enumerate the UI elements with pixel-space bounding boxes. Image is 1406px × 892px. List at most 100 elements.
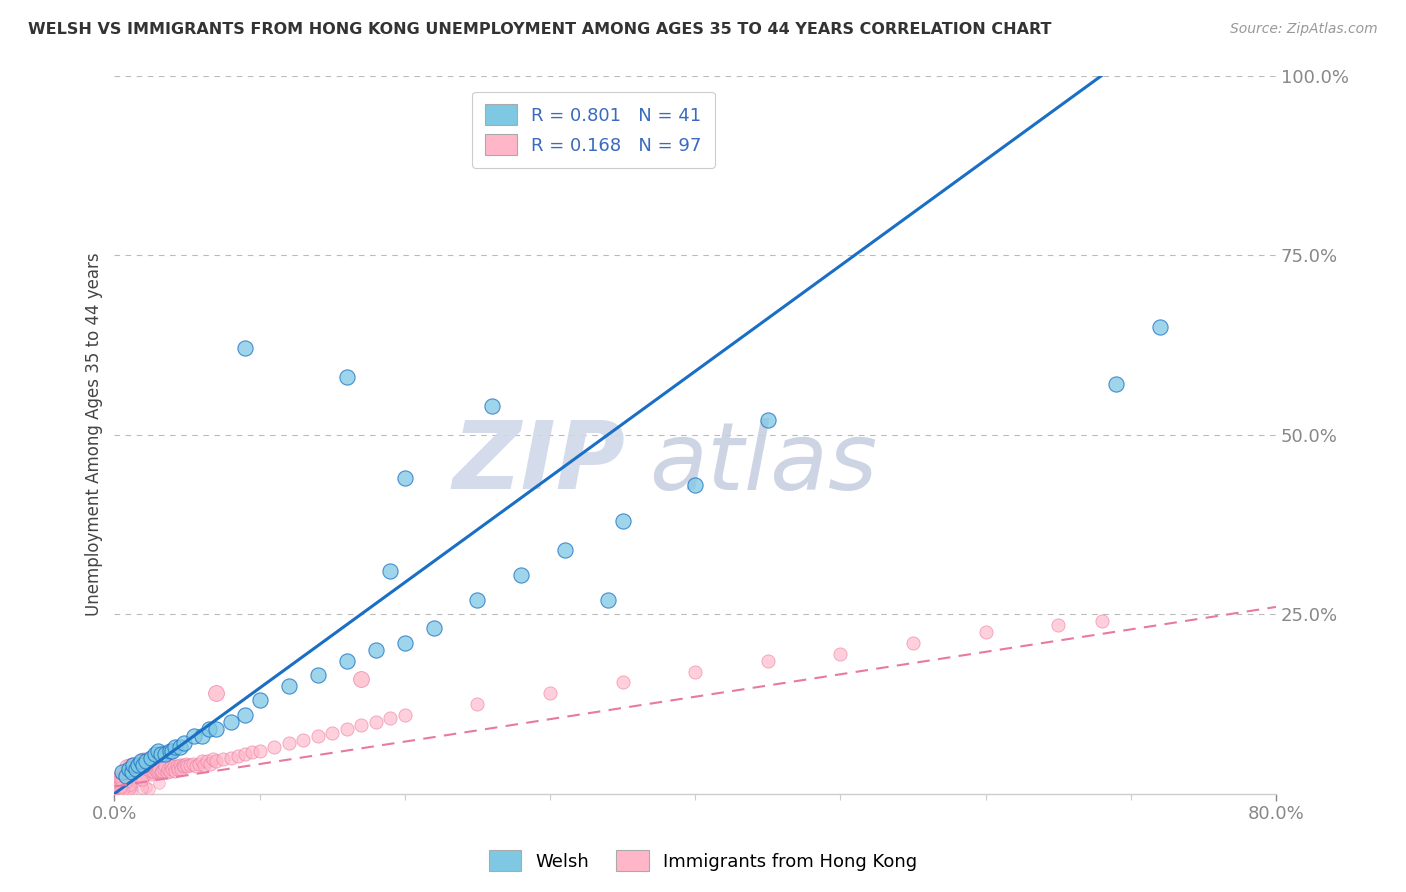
Point (127, 758, 149, 772)
Point (121, 782, 143, 797)
Point (111, 776, 134, 790)
Point (146, 764, 169, 778)
Point (193, 758, 215, 772)
Point (219, 751, 242, 765)
Point (135, 766, 157, 780)
Point (149, 765, 172, 780)
Point (118, 771, 141, 785)
Point (143, 762, 166, 776)
Point (423, 622, 446, 636)
Point (104, 772, 127, 787)
Point (350, 672, 373, 686)
Point (122, 758, 145, 772)
Point (118, 762, 141, 776)
Point (219, 714, 242, 729)
Point (162, 743, 184, 757)
Point (554, 542, 576, 557)
Point (394, 636, 416, 650)
Point (124, 773, 146, 788)
Point (104, 776, 127, 790)
Point (364, 714, 387, 729)
Point (117, 781, 139, 796)
Point (174, 756, 197, 771)
Point (612, 675, 634, 690)
Y-axis label: Unemployment Among Ages 35 to 44 years: Unemployment Among Ages 35 to 44 years (86, 252, 103, 616)
Point (145, 765, 167, 780)
Point (120, 780, 142, 794)
Point (1149, 319, 1171, 334)
Point (233, 747, 256, 761)
Point (132, 769, 155, 783)
Point (150, 764, 173, 778)
Point (111, 772, 134, 787)
Point (336, 654, 359, 668)
Point (118, 779, 141, 793)
Point (125, 762, 148, 776)
Point (128, 766, 150, 780)
Point (131, 772, 153, 787)
Point (110, 777, 132, 791)
Point (125, 756, 148, 771)
Point (170, 762, 193, 776)
Point (111, 783, 134, 797)
Point (110, 771, 132, 785)
Point (166, 759, 188, 773)
Point (195, 755, 218, 769)
Point (105, 772, 128, 787)
Point (114, 771, 136, 785)
Point (104, 783, 127, 797)
Point (105, 782, 128, 797)
Point (226, 749, 249, 764)
Point (143, 747, 166, 761)
Point (183, 729, 205, 743)
Point (136, 765, 159, 780)
Point (108, 782, 131, 797)
Point (510, 567, 533, 582)
Point (152, 762, 174, 776)
Point (107, 780, 129, 795)
Point (110, 775, 132, 789)
Point (111, 771, 134, 785)
Legend: Welsh, Immigrants from Hong Kong: Welsh, Immigrants from Hong Kong (481, 843, 925, 879)
Point (111, 773, 134, 788)
Point (132, 758, 155, 772)
Point (756, 413, 779, 427)
Point (118, 758, 141, 772)
Point (105, 782, 128, 797)
Text: Source: ZipAtlas.com: Source: ZipAtlas.com (1230, 22, 1378, 37)
Point (683, 665, 706, 679)
Point (127, 769, 149, 783)
Point (112, 780, 135, 795)
Point (173, 759, 195, 773)
Text: ZIP: ZIP (453, 417, 626, 509)
Point (184, 759, 207, 773)
Point (115, 759, 138, 773)
Point (683, 478, 706, 492)
Point (974, 625, 997, 640)
Point (142, 765, 165, 780)
Point (1105, 377, 1128, 392)
Point (110, 780, 132, 795)
Point (205, 755, 228, 769)
Point (167, 762, 190, 776)
Point (120, 778, 142, 792)
Point (105, 779, 128, 793)
Point (139, 751, 162, 765)
Point (115, 769, 138, 783)
Point (205, 686, 228, 700)
Point (481, 399, 503, 413)
Point (107, 780, 129, 794)
Point (112, 771, 135, 785)
Point (292, 732, 315, 747)
Point (138, 764, 160, 778)
Point (249, 743, 271, 757)
Legend: R = 0.801   N = 41, R = 0.168   N = 97: R = 0.801 N = 41, R = 0.168 N = 97 (472, 92, 714, 168)
Point (467, 697, 489, 711)
Point (162, 743, 184, 757)
Point (197, 722, 219, 736)
Point (380, 711, 402, 725)
Point (179, 758, 201, 772)
Point (538, 686, 561, 700)
Point (756, 654, 779, 668)
Point (240, 745, 263, 759)
